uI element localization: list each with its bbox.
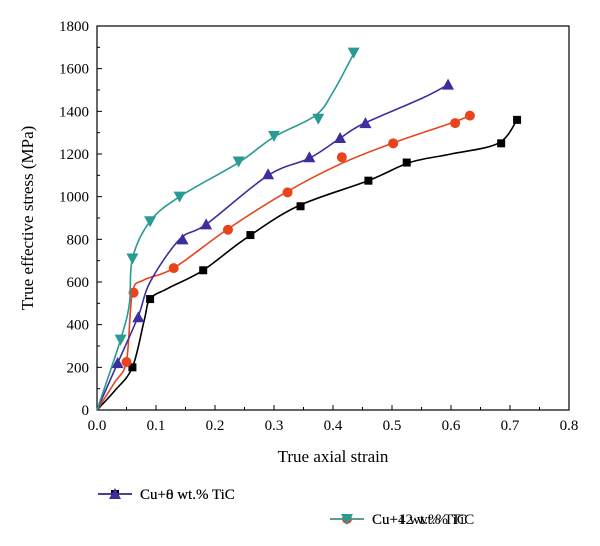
data-point	[176, 233, 189, 245]
series-1	[96, 115, 522, 411]
data-point	[303, 151, 316, 163]
legend: Cu+0 wt.% TiC Cu+4 wt.% TiC Cu+8 wt.% TiC C…	[98, 487, 474, 528]
y-tick-label: 1000	[59, 190, 89, 206]
x-tick-label: 0.8	[560, 418, 579, 434]
series-line	[96, 119, 518, 411]
y-tick-label: 0	[82, 403, 90, 419]
legend-swatch-marker	[109, 488, 121, 499]
plot-frame	[96, 25, 570, 411]
series-line	[96, 114, 471, 411]
series-layer	[96, 47, 522, 411]
series-3	[96, 78, 455, 411]
x-tick-label: 0.5	[383, 418, 402, 434]
y-tick-label: 400	[67, 318, 90, 334]
data-point	[128, 363, 137, 372]
data-point	[464, 110, 475, 121]
y-tick-label: 600	[67, 275, 90, 291]
data-point	[334, 132, 347, 143]
y-tick-label: 1600	[59, 62, 89, 78]
y-tick-label: 1800	[59, 19, 89, 35]
data-point	[450, 118, 461, 129]
data-point	[262, 168, 275, 180]
x-tick-label: 0.2	[206, 418, 225, 434]
data-point	[114, 334, 127, 346]
data-point	[359, 117, 372, 129]
x-tick-label: 0.3	[265, 418, 284, 434]
y-axis-title: True effective stress (MPa)	[18, 126, 37, 311]
data-point	[282, 187, 293, 198]
data-point	[442, 78, 455, 90]
data-point	[168, 263, 179, 274]
data-point	[497, 139, 506, 148]
data-point	[364, 176, 373, 185]
data-point	[347, 47, 360, 59]
y-tick-label: 1200	[59, 147, 89, 163]
data-point	[296, 202, 305, 211]
data-point	[246, 231, 255, 240]
legend-label: Cu+4 wt.% TiC	[372, 512, 467, 528]
data-point	[232, 156, 245, 168]
series-4	[96, 47, 360, 411]
data-point	[121, 357, 132, 367]
legend-swatch-marker	[341, 514, 353, 525]
x-axis-title: True axial strain	[278, 447, 389, 466]
x-tick-label: 0.7	[501, 418, 520, 434]
y-tick-label: 1400	[59, 104, 89, 120]
data-point	[312, 113, 325, 125]
y-tick-label: 200	[67, 360, 90, 376]
legend-label: Cu+0 wt.% TiC	[140, 487, 235, 503]
data-point	[132, 311, 145, 323]
data-point	[200, 218, 213, 230]
legend-label: Cu+12 wt.% TiC	[372, 512, 474, 528]
data-point	[111, 357, 124, 369]
legend-label: Cu+8 wt.% TiC	[140, 487, 235, 503]
x-tick-label: 0.0	[88, 418, 107, 434]
data-point	[402, 158, 411, 167]
axes: 0.0 0.1 0.2 0.3 0.4 0.5 0.6 0.7 0.8 0 200 400 600 800…	[59, 19, 578, 434]
data-point	[126, 253, 139, 265]
data-point	[388, 138, 399, 149]
series-2	[96, 110, 475, 411]
data-point	[336, 152, 347, 163]
x-tick-label: 0.6	[442, 418, 461, 434]
data-point	[146, 295, 155, 304]
data-point	[173, 191, 186, 203]
data-point	[199, 266, 208, 275]
x-tick-label: 0.1	[147, 418, 166, 434]
legend-item: Cu+12 wt.% TiC	[330, 512, 474, 528]
legend-item: Cu+8 wt.% TiC	[98, 487, 235, 503]
x-tick-label: 0.4	[324, 418, 343, 434]
data-point	[144, 216, 157, 228]
y-tick-label: 800	[67, 232, 90, 248]
data-point	[222, 224, 233, 235]
data-point	[268, 130, 280, 142]
data-point	[513, 115, 522, 124]
